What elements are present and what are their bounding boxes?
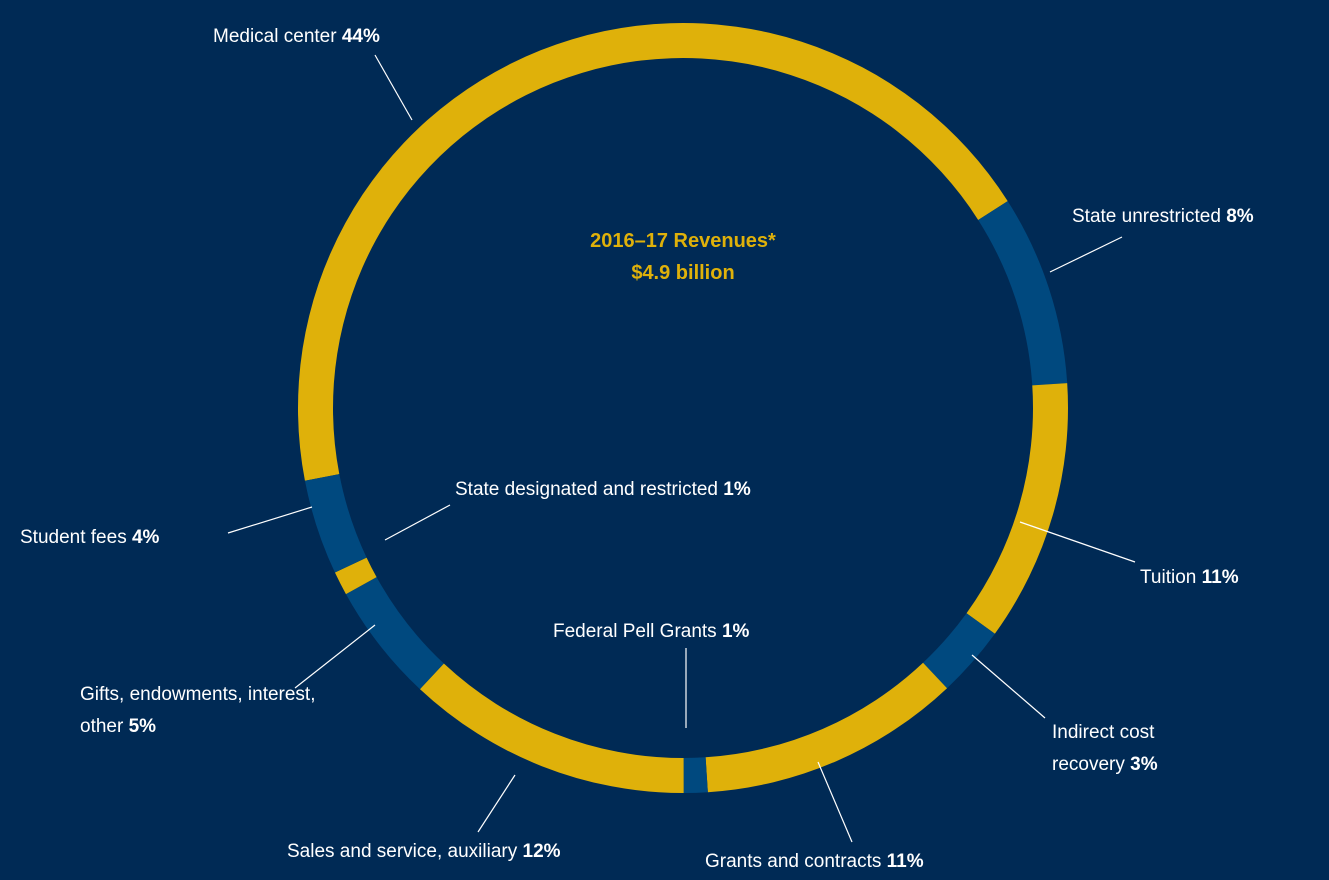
donut-segment [966, 383, 1068, 634]
category-name: Student fees [20, 527, 127, 548]
donut-segment [705, 662, 948, 793]
value-label: 12% [522, 841, 561, 862]
category-name: Sales and service, auxiliary [287, 841, 518, 862]
segment-label: Federal Pell Grants 1% [553, 616, 749, 648]
chart-title: 2016–17 Revenues* [590, 230, 776, 252]
category-name: Grants and contracts [705, 851, 882, 872]
category-name: Federal Pell Grants [553, 621, 717, 642]
category-name: State unrestricted [1072, 206, 1221, 227]
leader-line [374, 54, 413, 121]
donut-segment [345, 577, 444, 690]
leader-line [477, 774, 516, 833]
segment-label: Student fees 4% [20, 522, 159, 554]
value-label: 11% [886, 851, 924, 872]
category-name: Gifts, endowments, interest, other [80, 684, 316, 737]
value-label: 11% [1201, 567, 1239, 588]
chart-subtitle: $4.9 billion [631, 262, 735, 284]
leader-line [971, 654, 1046, 719]
value-label: 1% [723, 479, 751, 500]
segment-label: Indirect cost recovery 3% [1052, 717, 1222, 781]
category-name: Medical center [213, 26, 337, 47]
segment-label: State designated and restricted 1% [455, 474, 751, 506]
segment-label: Medical center 44% [213, 21, 380, 53]
leader-line [227, 506, 313, 534]
value-label: 8% [1226, 206, 1254, 227]
segment-label: Tuition 11% [1140, 562, 1239, 594]
donut-segment [304, 474, 367, 573]
segment-label: Grants and contracts 11% [705, 846, 924, 878]
segment-label: Gifts, endowments, interest, other 5% [80, 679, 320, 743]
value-label: 3% [1130, 754, 1158, 775]
category-name: Indirect cost recovery [1052, 722, 1155, 775]
segment-label: Sales and service, auxiliary 12% [287, 836, 561, 868]
leader-line [384, 504, 451, 541]
donut-segment [683, 757, 708, 793]
leader-line [817, 761, 853, 843]
donut-segment [334, 557, 377, 595]
value-label: 5% [128, 716, 157, 737]
category-name: Tuition [1140, 567, 1197, 588]
donut-segment [923, 613, 995, 689]
leader-line [1019, 521, 1136, 563]
donut-segment [419, 663, 684, 793]
value-label: 44% [341, 26, 380, 47]
category-name: State designated and restricted [455, 479, 719, 500]
donut-segment [978, 201, 1068, 386]
value-label: 4% [131, 527, 160, 548]
value-label: 1% [721, 621, 750, 642]
leader-line [294, 624, 376, 689]
leader-line [1049, 236, 1123, 273]
segment-label: State unrestricted 8% [1072, 201, 1254, 233]
